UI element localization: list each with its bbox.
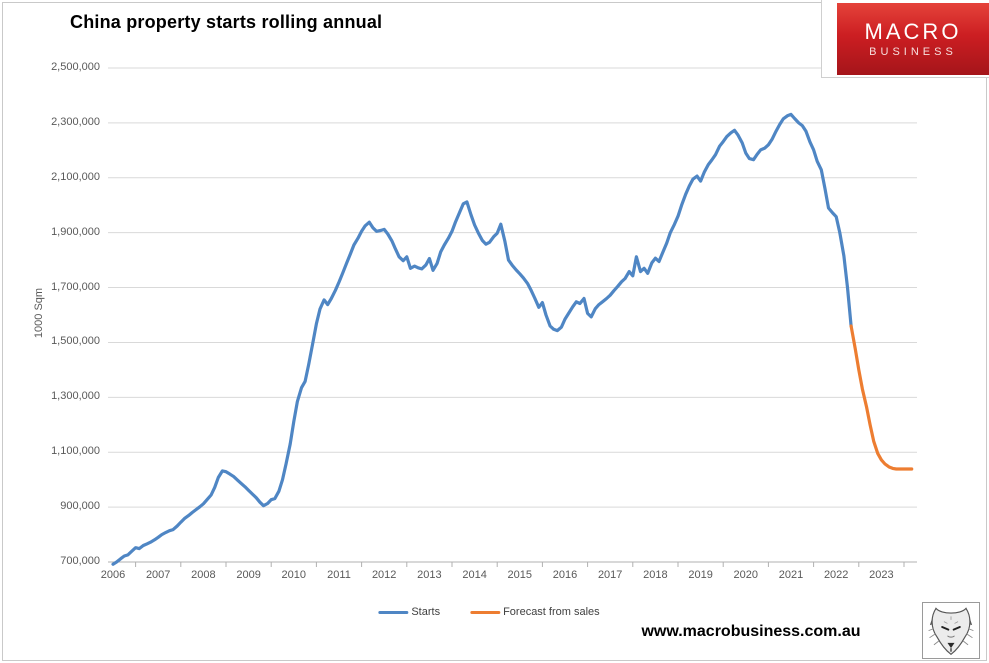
fox-sketch-icon: [928, 607, 974, 656]
x-tick-label: 2018: [643, 569, 668, 581]
legend-item-forecast: Forecast from sales: [470, 606, 600, 618]
x-tick-label: 2020: [733, 569, 759, 581]
x-tick-label: 2014: [462, 569, 487, 581]
x-tick-label: 2013: [417, 569, 442, 581]
logo-text-macro: MACRO: [864, 19, 962, 44]
starts-line-marker-icon: [378, 610, 409, 614]
logo-red-box: MACRO BUSINESS: [837, 3, 989, 75]
y-tick-label: 1,300,000: [51, 390, 100, 403]
x-tick-label: 2015: [507, 569, 533, 581]
x-tick-label: 2016: [552, 569, 578, 581]
x-tick-label: 2007: [145, 569, 171, 581]
y-tick-label: 1,700,000: [51, 280, 100, 293]
y-tick-label: 1,100,000: [51, 445, 100, 458]
legend-item-starts: Starts: [378, 606, 440, 618]
forecast-line-marker-icon: [470, 610, 501, 614]
y-tick-label: 2,500,000: [51, 61, 100, 73]
y-tick-label: 1,900,000: [51, 225, 100, 238]
x-tick-label: 2011: [327, 569, 351, 581]
y-tick-label: 2,300,000: [51, 115, 100, 128]
x-tick-label: 2017: [597, 569, 623, 581]
page-title: China property starts rolling annual: [70, 12, 383, 32]
x-tick-label: 2008: [191, 569, 216, 581]
x-tick-label: 2009: [236, 569, 261, 581]
y-axis-title: 1000 Sqm: [33, 287, 45, 339]
logo-text-business: BUSINESS: [869, 46, 957, 58]
macrobusiness-logo: MACRO BUSINESS: [821, 0, 989, 78]
legend-label-forecast: Forecast from sales: [503, 606, 600, 618]
series-line-forecast-from-sales: [849, 324, 914, 471]
chart-legend: Starts Forecast from sales: [378, 606, 600, 618]
y-tick-label: 2,100,000: [51, 170, 100, 183]
x-tick-label: 2022: [823, 569, 849, 581]
x-tick-label: 2006: [100, 569, 126, 581]
series-line-starts: [111, 112, 853, 566]
x-tick-label: 2021: [778, 569, 804, 581]
website-url: www.macrobusiness.com.au: [641, 623, 861, 640]
wolf-logo: [922, 602, 980, 659]
x-tick-label: 2023: [869, 569, 894, 581]
legend-label-starts: Starts: [411, 606, 441, 618]
y-tick-label: 1,500,000: [51, 335, 100, 348]
y-tick-label: 900,000: [60, 500, 100, 513]
x-tick-label: 2010: [281, 569, 307, 581]
y-tick-label: 700,000: [60, 555, 100, 567]
x-tick-label: 2012: [371, 569, 397, 581]
x-tick-label: 2019: [688, 569, 713, 581]
